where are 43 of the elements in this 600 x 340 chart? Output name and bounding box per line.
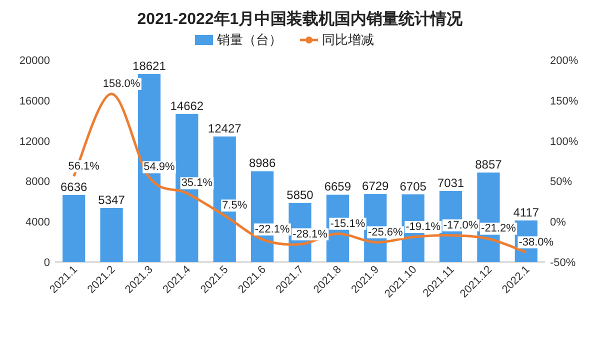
data-label: -15.1% [330, 218, 366, 230]
data-label: 18621 [132, 58, 166, 73]
y2-tick-label: 0% [550, 216, 566, 229]
data-label: -21.2% [481, 222, 516, 235]
y-tick-label: 20000 [19, 55, 50, 67]
y-tick-label: 8000 [26, 176, 50, 188]
data-label: 12427 [208, 121, 242, 136]
legend-label: 同比增减 [322, 32, 374, 47]
legend-label: 销量（台） [216, 32, 282, 47]
y-tick-label: 4000 [26, 216, 50, 229]
data-label: -22.1% [254, 223, 290, 236]
data-label: 5347 [98, 192, 126, 207]
data-label: 7031 [437, 176, 464, 190]
data-label: 7.5% [222, 200, 248, 212]
data-label: 6636 [60, 180, 88, 194]
y2-tick-label: 150% [550, 95, 578, 108]
data-label: -28.1% [292, 228, 328, 240]
bar [62, 194, 86, 262]
data-label: 4117 [513, 205, 540, 220]
data-label: -38.0% [518, 236, 554, 248]
data-label: -19.1% [406, 221, 441, 234]
data-label: 35.1% [181, 177, 213, 190]
y2-tick-label: -50% [550, 257, 576, 269]
data-label: 5850 [286, 188, 314, 202]
data-label: 14662 [170, 98, 204, 113]
data-label: 8986 [248, 156, 276, 170]
data-label: 56.1% [68, 160, 100, 172]
data-label: 6729 [362, 179, 390, 194]
y-tick-label: 12000 [19, 136, 50, 148]
data-label: 6705 [400, 179, 427, 194]
y-tick-label: 0 [44, 257, 50, 269]
y2-tick-label: 100% [550, 136, 578, 148]
data-label: -25.6% [368, 226, 404, 238]
data-label: -17.0% [443, 219, 478, 232]
y2-tick-label: 50% [550, 176, 572, 188]
data-label: 6659 [324, 180, 352, 194]
y2-tick-label: 200% [550, 55, 578, 67]
y-tick-label: 16000 [19, 95, 50, 108]
data-label: 8857 [475, 158, 502, 172]
data-label: 158.0% [102, 78, 140, 90]
data-label: 54.9% [144, 161, 176, 174]
chart-title: 2021-2022年1月中国装载机国内销量统计情况 [137, 10, 464, 28]
bar [100, 208, 123, 262]
